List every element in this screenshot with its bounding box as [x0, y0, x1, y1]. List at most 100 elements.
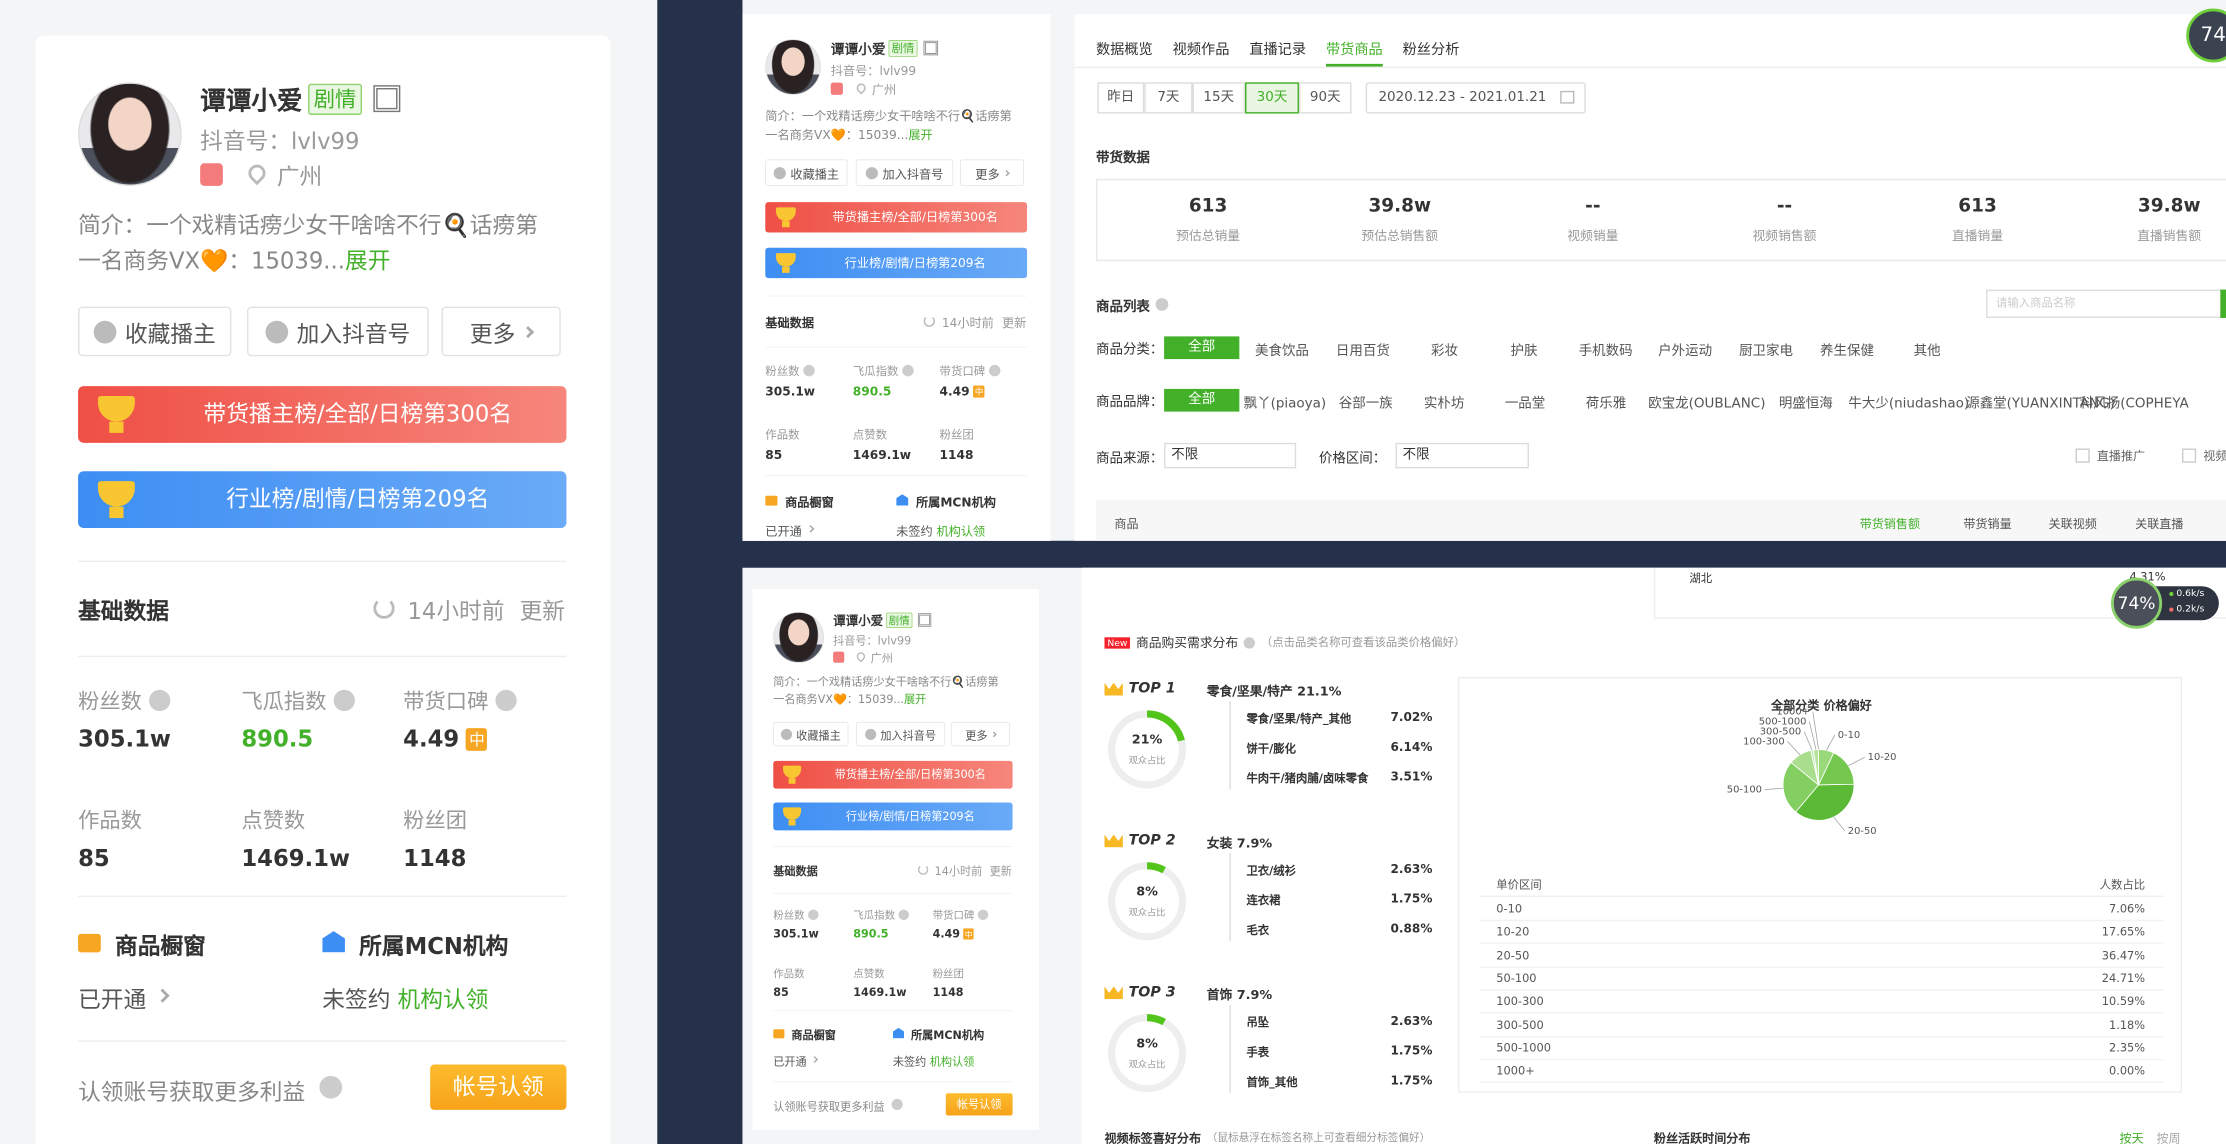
mcn-claim[interactable]: 机构认领 — [936, 523, 986, 539]
bio-expand[interactable]: 展开 — [904, 692, 927, 706]
refresh-link[interactable]: 更新 — [989, 864, 1012, 878]
bio-expand[interactable]: 展开 — [344, 246, 391, 274]
dropdown[interactable]: 不限 — [1164, 442, 1297, 469]
claim-button[interactable]: 帐号认领 — [945, 1093, 1013, 1116]
filter-chip[interactable]: 全部 — [1164, 388, 1240, 412]
filter-chip[interactable]: 全部 — [1164, 336, 1240, 360]
period-button[interactable]: 7天 — [1144, 82, 1193, 114]
filter-chip[interactable]: 一品堂 — [1504, 396, 1546, 412]
pie-label: 300-500 — [1760, 727, 1801, 738]
filter-chip[interactable]: 欧宝龙(OUBLANC) — [1648, 396, 1766, 412]
toggle[interactable]: 按周 — [2156, 1132, 2181, 1144]
separator — [773, 1010, 1013, 1012]
filter-chip[interactable]: 牛大少(niudashao) — [1848, 396, 1970, 412]
filter-chip[interactable]: 源鑫堂(YUANXINTANG) — [1966, 396, 2115, 412]
rank-banner[interactable]: 行业榜/剧情/日榜第209名 — [78, 471, 567, 529]
filter-chip[interactable]: 飘丫(piaoya) — [1243, 396, 1327, 412]
filter-chip[interactable]: 其他 — [1913, 343, 1941, 360]
sales-label: 视频销量 — [1567, 229, 1619, 245]
subcategory[interactable]: 饼干/膨化 — [1246, 742, 1297, 756]
subcategory[interactable]: 牛肉干/猪肉脯/卤味零食 — [1246, 772, 1369, 785]
action-button[interactable]: 收藏播主 — [765, 159, 848, 187]
rank-banner[interactable]: 行业榜/剧情/日榜第209名 — [773, 802, 1013, 831]
action-button[interactable]: 更多 — [960, 159, 1025, 187]
date-range[interactable]: 2020.12.23 - 2021.01.21 — [1365, 82, 1586, 114]
tab[interactable]: 带货商品 — [1325, 42, 1383, 59]
filter-chip[interactable]: 彩妆 — [1431, 343, 1458, 360]
search-input[interactable]: 请输入商品名称 — [1986, 289, 2225, 318]
stat-value: 1469.1w — [853, 985, 907, 999]
filter-chip[interactable]: 日用百货 — [1335, 343, 1390, 360]
tab[interactable]: 视频作品 — [1172, 42, 1230, 59]
subcategory[interactable]: 毛衣 — [1246, 924, 1270, 937]
chevron — [155, 988, 170, 1003]
shop-status[interactable]: 已开通 — [78, 986, 147, 1014]
subcategory[interactable]: 连衣裙 — [1246, 894, 1281, 907]
period-button[interactable]: 90天 — [1298, 82, 1352, 114]
tab[interactable]: 数据概览 — [1095, 42, 1153, 59]
period-button[interactable]: 15天 — [1192, 82, 1246, 114]
top-title[interactable]: 零食/坚果/特产 21.1% — [1206, 685, 1342, 700]
filter-chip[interactable]: 护肤 — [1510, 343, 1538, 360]
sales-value: 39.8w — [2137, 195, 2201, 218]
action-button[interactable]: 收藏播主 — [78, 306, 232, 357]
rank-banner[interactable]: 带货播主榜/全部/日榜第300名 — [773, 760, 1013, 789]
bio-expand[interactable]: 展开 — [908, 127, 933, 143]
column-header[interactable]: 带货销售额 — [1859, 518, 1921, 533]
mcn-claim[interactable]: 机构认领 — [929, 1055, 975, 1069]
claim-button[interactable]: 帐号认领 — [430, 1064, 567, 1110]
subcategory-pct: 7.02% — [1390, 711, 1433, 726]
shop-status[interactable]: 已开通 — [765, 523, 802, 539]
top-title[interactable]: 女装 7.9% — [1206, 837, 1273, 852]
refresh-link[interactable]: 更新 — [519, 597, 566, 625]
filter-chip[interactable]: 美食饮品 — [1254, 343, 1309, 360]
subcategory[interactable]: 首饰_其他 — [1246, 1075, 1298, 1089]
action-button[interactable]: 收藏播主 — [773, 721, 849, 747]
rank-banner[interactable]: 带货播主榜/全部/日榜第300名 — [78, 386, 567, 443]
subcategory[interactable]: 吊坠 — [1246, 1016, 1270, 1030]
crown-icon — [1104, 834, 1123, 848]
checkbox[interactable] — [2181, 448, 2197, 463]
column-header[interactable]: 关联视频 — [2048, 518, 2097, 533]
action-button[interactable]: 加入抖音号 — [247, 306, 429, 357]
mcn-claim[interactable]: 机构认领 — [397, 986, 489, 1014]
action-button[interactable]: 更多 — [951, 721, 1010, 747]
top-title[interactable]: 首饰 7.9% — [1206, 989, 1273, 1004]
action-button[interactable]: 更多 — [441, 306, 561, 357]
rank-banner[interactable]: 带货播主榜/全部/日榜第300名 — [765, 202, 1028, 233]
dropdown[interactable]: 不限 — [1395, 442, 1529, 469]
separator — [1074, 66, 2226, 69]
donut-caption: 观众占比 — [1128, 755, 1166, 767]
action-button[interactable]: 加入抖音号 — [855, 159, 954, 187]
column-header[interactable]: 关联直播 — [2135, 518, 2184, 533]
subcategory[interactable]: 卫衣/绒衫 — [1246, 864, 1297, 878]
filter-chip[interactable]: 科风扬(COPHEYA — [2079, 396, 2189, 412]
filter-chip[interactable]: 养生保健 — [1819, 343, 1874, 360]
subcategory[interactable]: 零食/坚果/特产_其他 — [1246, 712, 1352, 726]
filter-chip[interactable]: 明盛恒海 — [1778, 396, 1833, 412]
filter-chip[interactable]: 手机数码 — [1578, 343, 1633, 360]
action-button[interactable]: 加入抖音号 — [856, 721, 946, 747]
period-button[interactable]: 30天 — [1245, 82, 1299, 114]
tab[interactable]: 直播记录 — [1249, 42, 1307, 59]
refresh-link[interactable]: 更新 — [1001, 315, 1027, 330]
leader-line — [1826, 734, 1836, 751]
toggle[interactable]: 按天 — [2119, 1132, 2144, 1144]
filter-chip[interactable]: 谷部一族 — [1338, 396, 1393, 412]
tab[interactable]: 粉丝分析 — [1402, 42, 1460, 59]
period-button[interactable]: 昨日 — [1097, 82, 1145, 114]
column-header[interactable]: 带货销量 — [1963, 518, 2012, 533]
subcategory[interactable]: 手表 — [1246, 1046, 1270, 1059]
button-icon — [93, 320, 117, 343]
shop-status[interactable]: 已开通 — [773, 1055, 807, 1069]
filter-chip[interactable]: 实朴坊 — [1423, 396, 1465, 412]
filter-chip[interactable]: 荷乐雅 — [1585, 396, 1627, 412]
filter-chip[interactable]: 厨卫家电 — [1739, 343, 1794, 360]
claim-text: 认领账号获取更多利益 — [773, 1100, 885, 1114]
filter-chip[interactable]: 户外运动 — [1658, 343, 1713, 360]
row-separator — [1479, 942, 2164, 945]
rank-banner[interactable]: 行业榜/剧情/日榜第209名 — [765, 247, 1028, 279]
help-icon — [319, 1075, 343, 1099]
checkbox[interactable] — [2075, 448, 2090, 463]
